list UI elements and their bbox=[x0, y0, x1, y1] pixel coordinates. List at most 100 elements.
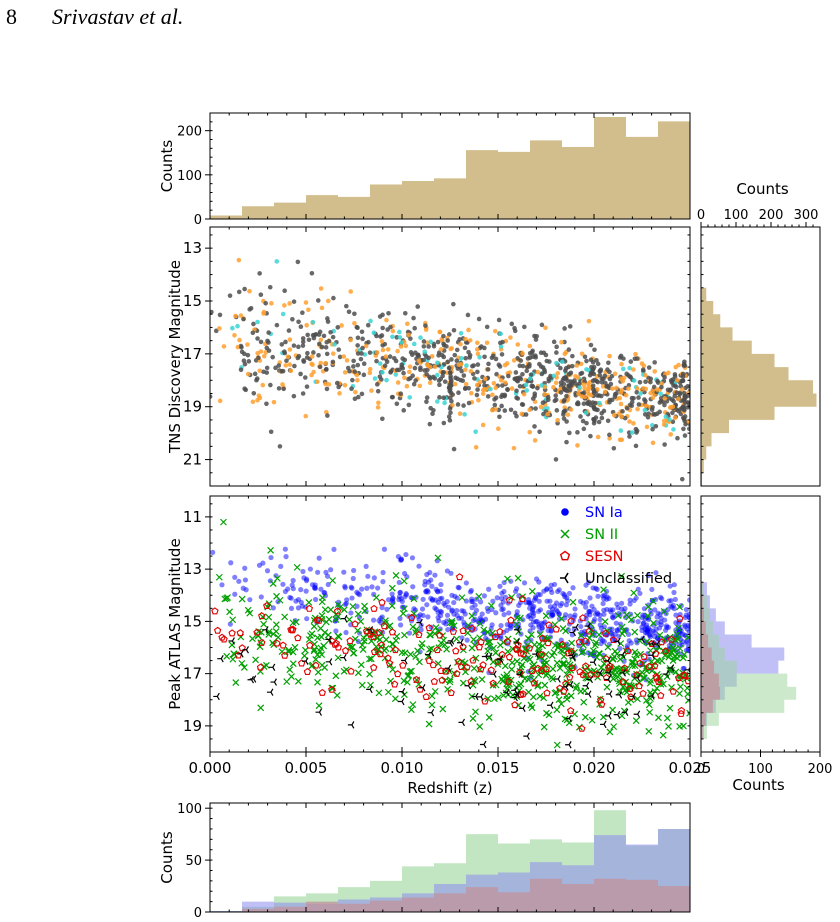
sesn-point bbox=[328, 685, 336, 693]
ia-point bbox=[227, 621, 233, 627]
ia-point bbox=[312, 582, 318, 588]
tns-point bbox=[580, 418, 586, 424]
ii-point bbox=[357, 617, 365, 625]
tns-point bbox=[437, 395, 442, 400]
tns-point bbox=[284, 358, 289, 364]
tns-point bbox=[495, 426, 501, 432]
tns-point bbox=[309, 271, 315, 276]
ii-point bbox=[632, 717, 640, 725]
ii-point bbox=[389, 666, 397, 673]
ii-point bbox=[400, 631, 408, 639]
ia-point bbox=[530, 625, 536, 631]
x-tick-label: 0.020 bbox=[573, 759, 616, 777]
ii-point bbox=[634, 611, 641, 619]
tns-point bbox=[612, 394, 618, 400]
sesn-point bbox=[279, 641, 287, 649]
tns-point bbox=[633, 426, 639, 432]
ia-point bbox=[343, 600, 349, 607]
ii-point bbox=[597, 664, 605, 672]
unclassified-point bbox=[490, 670, 497, 678]
unclassified-point bbox=[648, 692, 655, 700]
tns-point bbox=[407, 395, 413, 400]
ii-point bbox=[556, 664, 564, 672]
ii-point bbox=[315, 702, 323, 710]
unclassified-point bbox=[582, 682, 590, 690]
tns-point bbox=[287, 347, 293, 352]
sesn-point bbox=[234, 651, 243, 659]
tns-point bbox=[607, 369, 612, 375]
ii-point bbox=[409, 623, 417, 631]
ia-point bbox=[439, 595, 445, 601]
tns-point bbox=[330, 351, 336, 356]
tns-point bbox=[258, 349, 264, 354]
tns-point bbox=[427, 380, 433, 385]
ia-point bbox=[668, 598, 674, 604]
tns-point bbox=[540, 400, 546, 406]
tns-point bbox=[257, 271, 262, 276]
tns-point bbox=[553, 393, 558, 398]
ii-point bbox=[246, 609, 254, 617]
ii-point bbox=[611, 647, 619, 655]
ia-point bbox=[648, 611, 654, 617]
ii-point bbox=[492, 649, 500, 657]
ia-point bbox=[640, 621, 646, 627]
tns-point bbox=[365, 322, 371, 328]
tns-point bbox=[324, 351, 330, 357]
tns-point bbox=[579, 351, 585, 357]
ia-point bbox=[645, 572, 652, 579]
ia-point bbox=[501, 611, 507, 618]
ii-point bbox=[545, 711, 553, 719]
tns-point bbox=[457, 337, 462, 342]
ii-point bbox=[525, 635, 532, 642]
unclassified-point bbox=[523, 732, 530, 740]
tns-point bbox=[512, 328, 518, 334]
ii-point bbox=[582, 674, 590, 682]
tns-point bbox=[291, 343, 297, 348]
tns-point bbox=[385, 327, 390, 332]
ii-point bbox=[314, 668, 322, 676]
ii-point bbox=[616, 680, 623, 688]
tns-point bbox=[673, 364, 679, 370]
ii-point bbox=[317, 624, 324, 632]
tns-point bbox=[618, 428, 624, 433]
tns-point bbox=[474, 347, 480, 352]
ii-point bbox=[665, 653, 673, 661]
tns-point bbox=[627, 365, 632, 371]
tns-point bbox=[367, 366, 373, 372]
tns-point bbox=[499, 394, 504, 400]
tns-point bbox=[627, 419, 632, 424]
ia-point bbox=[384, 606, 390, 612]
ii-point bbox=[215, 573, 223, 581]
sesn-point bbox=[568, 664, 576, 672]
tns-point bbox=[500, 383, 505, 388]
sesn-point bbox=[425, 656, 433, 664]
tns-point bbox=[527, 364, 532, 369]
tns-point bbox=[554, 350, 559, 355]
tns-point bbox=[467, 352, 473, 358]
tns-point bbox=[349, 386, 354, 392]
tns-point bbox=[300, 339, 306, 345]
ii-point bbox=[577, 631, 585, 639]
ii-point bbox=[644, 603, 652, 611]
tns-point bbox=[585, 389, 591, 394]
sesn-point bbox=[487, 666, 495, 674]
ii-point bbox=[384, 688, 392, 696]
sesn-point bbox=[455, 573, 464, 581]
tns-point bbox=[687, 426, 690, 432]
tns-point bbox=[447, 382, 453, 388]
ii-point bbox=[398, 649, 406, 656]
ii-point bbox=[260, 663, 268, 670]
ii-point bbox=[276, 596, 284, 604]
ia-point bbox=[619, 600, 625, 606]
ii-point bbox=[684, 634, 690, 641]
tns-point bbox=[306, 307, 311, 313]
ia-point bbox=[303, 588, 309, 594]
ia-point bbox=[633, 595, 639, 601]
tns-point bbox=[368, 318, 373, 324]
ia-point bbox=[408, 618, 415, 624]
ia-point bbox=[452, 593, 458, 599]
ii-point bbox=[675, 624, 682, 632]
tns-point bbox=[242, 351, 247, 357]
unclassified-point bbox=[237, 650, 244, 658]
ii-point bbox=[624, 699, 632, 706]
